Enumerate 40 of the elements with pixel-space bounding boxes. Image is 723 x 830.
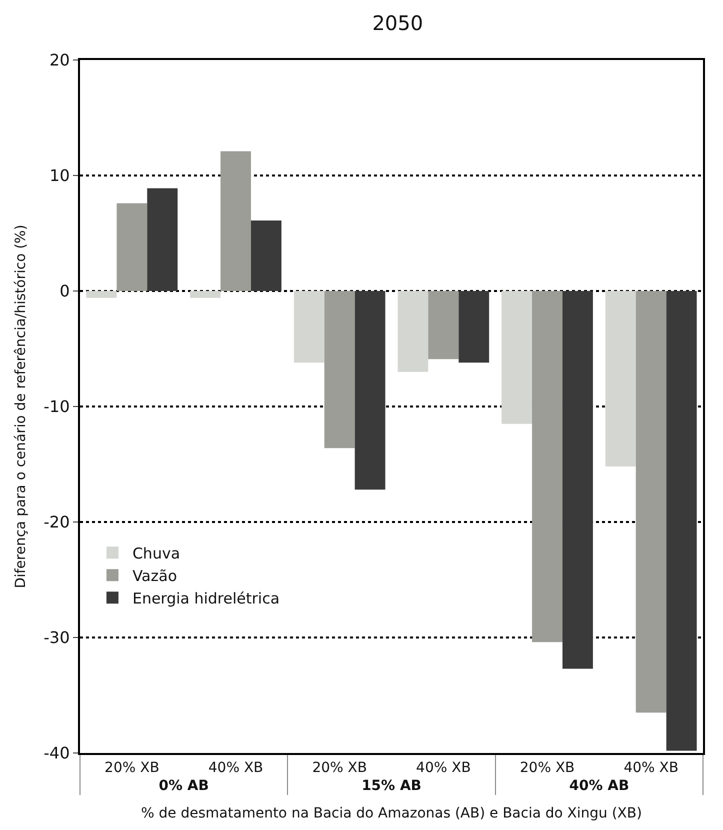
bar [354, 291, 386, 490]
bar [250, 220, 282, 291]
chart-title: 2050 [372, 11, 424, 35]
bar [666, 291, 697, 751]
x-tick-label: 20% XB [312, 760, 367, 776]
legend-label: Energia hidrelétrica [132, 590, 280, 608]
bar [190, 291, 221, 298]
x-tick-label: 40% XB [416, 760, 471, 776]
bar [398, 291, 428, 372]
bar [458, 291, 490, 363]
y-tick-label: -10 [44, 397, 70, 416]
bar [636, 291, 666, 713]
y-tick-label: 20 [49, 50, 70, 70]
y-tick-label: 10 [49, 166, 70, 186]
bar [324, 291, 355, 448]
bar [532, 291, 562, 642]
y-axis-title: Diferença para o cenário de referência/histórico (%) [12, 224, 29, 588]
bar [116, 203, 148, 291]
y-tick-label: -30 [44, 628, 70, 648]
legend-label: Vazão [132, 567, 177, 585]
x-tick-label: 40% XB [208, 760, 264, 776]
x-tick-label: 20% XB [520, 760, 575, 776]
text: 15% AB [362, 778, 422, 794]
bar [294, 291, 324, 363]
bar [502, 291, 532, 424]
y-tick-label: -20 [44, 512, 70, 532]
legend-label: Chuva [132, 544, 180, 562]
text: 40% AB [569, 778, 630, 794]
bar [605, 291, 636, 467]
bar [86, 291, 117, 298]
x-tick-label: 20% XB [104, 760, 160, 776]
y-tick-label: 0 [60, 282, 70, 301]
bar [428, 291, 459, 360]
bar [220, 151, 251, 291]
bar [562, 291, 593, 669]
x-tick-label: 40% XB [624, 760, 678, 776]
text: 0% AB [158, 778, 209, 794]
bar [147, 188, 178, 291]
x-axis-title: % de desmatamento na Bacia do Amazonas (AB) e Bacia do Xingu (XB) [141, 806, 642, 822]
y-tick-label: -40 [44, 744, 70, 763]
